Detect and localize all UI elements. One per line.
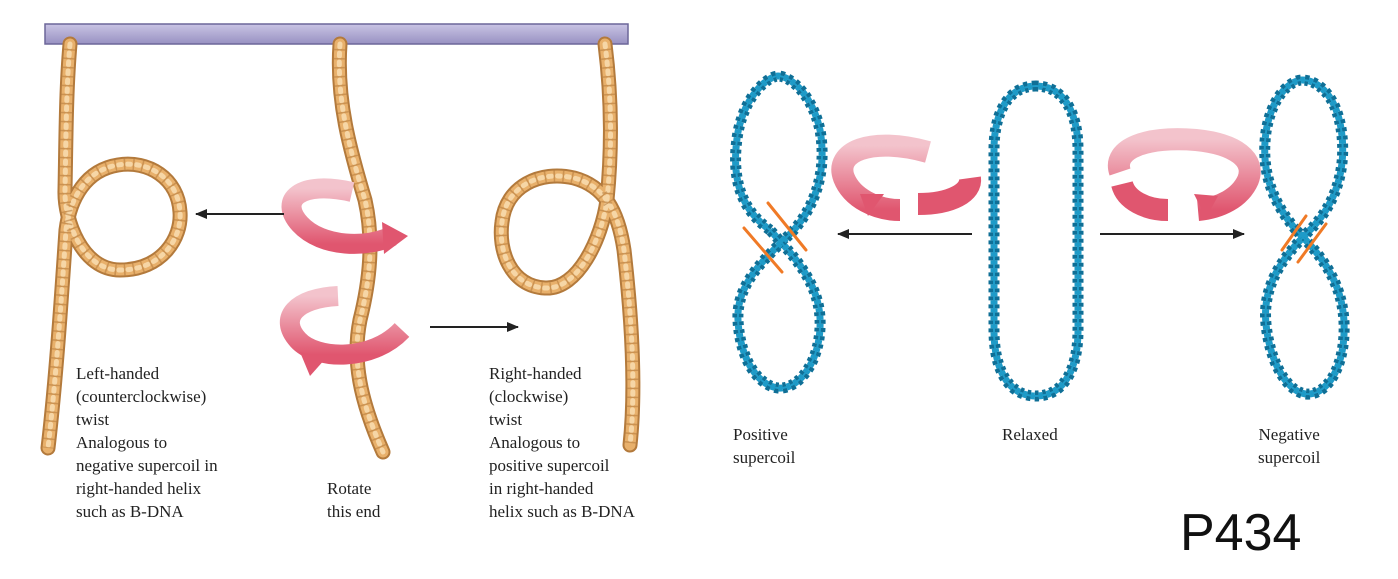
center-rope bbox=[331, 36, 391, 460]
right-handed-twist-label: Right-handed (clockwise) twist Analogous… bbox=[489, 364, 635, 521]
rotation-arrow-counterclockwise-icon bbox=[281, 178, 408, 254]
rotate-end-label: Rotate this end bbox=[327, 479, 381, 521]
rotation-arrow-clockwise-icon bbox=[279, 286, 410, 376]
relaxed-dna bbox=[988, 80, 1084, 402]
dna-rotation-arrow-left-icon bbox=[831, 134, 982, 221]
positive-crossing-mark bbox=[742, 201, 808, 274]
dna-rotation-arrow-right-icon bbox=[1108, 128, 1261, 221]
right-handed-rope bbox=[493, 36, 641, 453]
relaxed-label: Relaxed bbox=[1002, 425, 1058, 444]
left-handed-rope bbox=[40, 36, 188, 456]
negative-supercoil-label: Negative supercoil bbox=[1258, 425, 1321, 467]
negative-supercoil-dna bbox=[1259, 74, 1350, 400]
negative-crossing-mark bbox=[1280, 214, 1328, 264]
positive-supercoil-label: Positive supercoil bbox=[733, 425, 796, 467]
page-number: P434 bbox=[1180, 504, 1302, 562]
positive-supercoil-dna bbox=[730, 70, 828, 394]
left-handed-twist-label: Left-handed (counterclockwise) twist Ana… bbox=[76, 364, 218, 521]
